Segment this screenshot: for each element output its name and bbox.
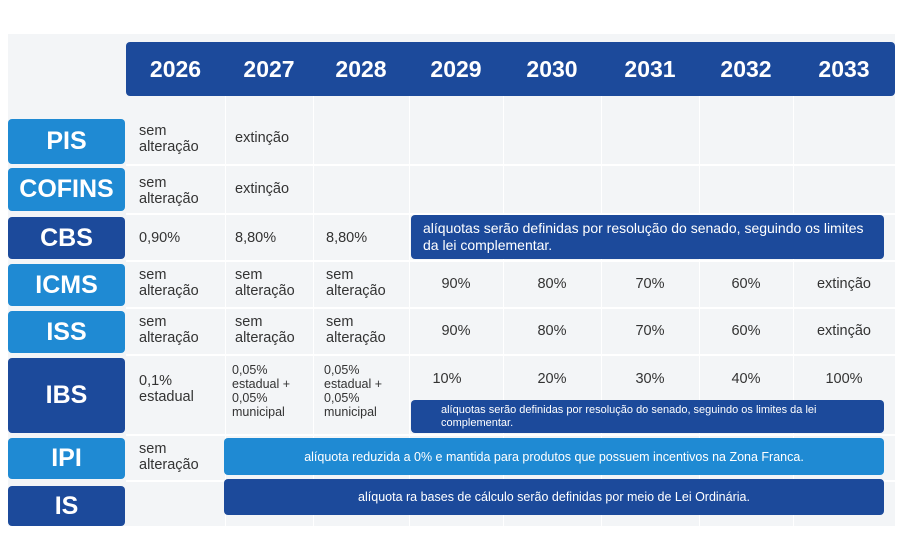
- year-2029: 2029: [430, 56, 482, 82]
- ibs-2030: 20%: [537, 371, 567, 387]
- ipi-2026: sem alteração: [139, 441, 199, 473]
- cofins-2027: extinção: [235, 181, 290, 197]
- tax-label-icms: ICMS: [8, 264, 125, 306]
- grid-line: [126, 434, 895, 436]
- ibs-2029: 10%: [432, 371, 462, 387]
- year-header-bar: [126, 42, 895, 96]
- grid-line: [126, 307, 895, 309]
- cbs-2028: 8,80%: [326, 230, 368, 246]
- icms-2031: 70%: [635, 276, 665, 292]
- year-2031: 2031: [624, 56, 676, 82]
- tax-label-ibs: IBS: [8, 358, 125, 433]
- ipi-note-banner: alíquota reduzida a 0% e mantida para pr…: [224, 438, 884, 475]
- year-2028: 2028: [335, 56, 387, 82]
- icms-2028: sem alteração: [326, 267, 386, 299]
- cbs-2026: 0,90%: [139, 230, 181, 246]
- ibs-2033: 100%: [825, 371, 863, 387]
- grid-line: [503, 96, 504, 526]
- tax-label-cbs: CBS: [8, 217, 125, 259]
- grid-line: [225, 96, 226, 526]
- iss-2027: sem alteração: [235, 314, 295, 346]
- ibs-2027: 0,05% estadual + 0,05% municipal: [232, 363, 291, 419]
- grid-line: [126, 354, 895, 356]
- ibs-2028: 0,05% estadual + 0,05% municipal: [324, 363, 383, 419]
- grid-line: [126, 164, 895, 166]
- is-note-banner: alíquota ra bases de cálculo serão defin…: [224, 479, 884, 515]
- pis-2027: extinção: [235, 130, 290, 146]
- year-2027: 2027: [243, 56, 295, 82]
- iss-2030: 80%: [537, 323, 567, 339]
- icms-2033: extinção: [816, 276, 871, 292]
- iss-2031: 70%: [635, 323, 665, 339]
- cofins-2026: sem alteração: [139, 175, 199, 207]
- iss-2032: 60%: [731, 323, 761, 339]
- ibs-2026: 0,1% estadual: [139, 373, 194, 405]
- iss-2028: sem alteração: [326, 314, 386, 346]
- year-2032: 2032: [720, 56, 772, 82]
- grid-line: [409, 96, 410, 526]
- icms-2032: 60%: [731, 276, 761, 292]
- iss-2026: sem alteração: [139, 314, 199, 346]
- grid-line: [313, 96, 314, 526]
- grid-line: [601, 96, 602, 526]
- ibs-2032: 40%: [731, 371, 761, 387]
- icms-2026: sem alteração: [139, 267, 199, 299]
- tax-label-is: IS: [8, 486, 125, 526]
- grid-line: [793, 96, 794, 526]
- year-2026: 2026: [149, 56, 202, 82]
- tax-label-ipi: IPI: [8, 438, 125, 479]
- iss-2029: 90%: [441, 323, 471, 339]
- iss-2033: extinção: [816, 323, 871, 339]
- year-2033: 2033: [818, 56, 870, 82]
- icms-2030: 80%: [537, 276, 567, 292]
- ibs-note-banner: alíquotas serão definidas por resolução …: [411, 400, 884, 433]
- tax-label-iss: ISS: [8, 311, 125, 353]
- grid-line: [126, 213, 895, 215]
- pis-2026: sem alteração: [139, 123, 199, 155]
- icms-2029: 90%: [441, 276, 471, 292]
- icms-2027: sem alteração: [235, 267, 295, 299]
- ibs-2031: 30%: [635, 371, 665, 387]
- cbs-note-banner: alíquotas serão definidas por resolução …: [411, 215, 884, 259]
- year-2030: 2030: [526, 56, 578, 82]
- cbs-2027: 8,80%: [235, 230, 277, 246]
- grid-line: [699, 96, 700, 526]
- grid-line: [126, 260, 895, 262]
- tax-label-cofins: COFINS: [8, 168, 125, 211]
- tax-label-pis: PIS: [8, 119, 125, 164]
